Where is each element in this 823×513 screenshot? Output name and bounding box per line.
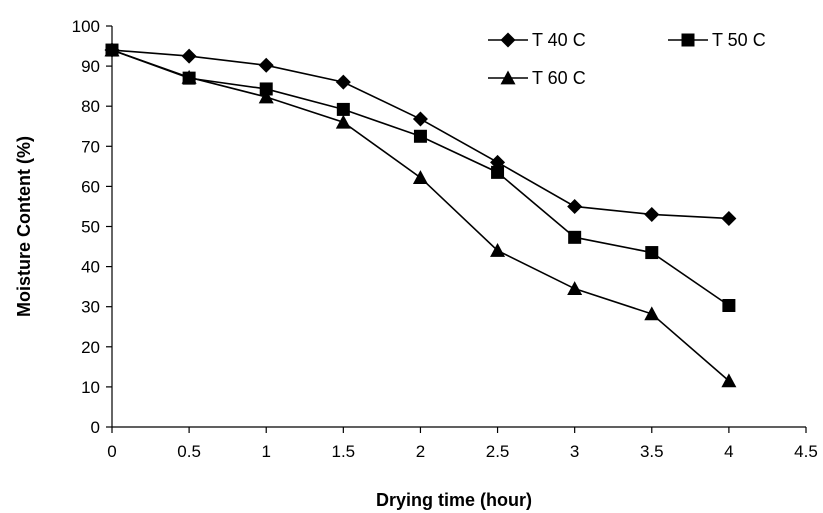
x-axis-title: Drying time (hour) — [376, 490, 532, 510]
y-tick-label: 80 — [81, 97, 100, 116]
data-point — [335, 114, 351, 129]
data-point — [104, 42, 120, 57]
y-tick-label: 20 — [81, 338, 100, 357]
data-point — [258, 89, 274, 104]
data-point — [336, 102, 350, 116]
legend-marker — [681, 33, 695, 47]
data-point — [645, 246, 659, 260]
series-line — [111, 49, 730, 382]
axes — [106, 25, 807, 433]
data-point — [259, 82, 273, 96]
y-tick-labels: 0 10 20 30 40 50 60 70 80 90 100 — [72, 17, 100, 437]
y-axis-title: Moisture Content (%) — [14, 136, 34, 317]
y-tick-label: 10 — [81, 378, 100, 397]
data-point — [181, 48, 197, 64]
legend-marker — [500, 70, 516, 85]
data-point — [413, 129, 427, 143]
data-point — [644, 206, 660, 222]
data-point — [335, 74, 351, 90]
legend-marker — [500, 32, 516, 48]
y-tick-label: 90 — [81, 57, 100, 76]
x-tick-label: 0 — [107, 442, 116, 461]
legend-item: T 40 C — [488, 30, 586, 50]
x-tick-label: 3 — [570, 442, 579, 461]
y-tick-label: 30 — [81, 298, 100, 317]
x-tick-label: 2 — [416, 442, 425, 461]
data-point — [412, 170, 428, 184]
data-point — [491, 165, 505, 179]
x-tick-label: 4.5 — [794, 442, 818, 461]
data-point — [644, 306, 660, 321]
y-tick-label: 40 — [81, 258, 100, 277]
x-tick-label: 3.5 — [640, 442, 664, 461]
data-point — [567, 198, 583, 214]
data-point — [568, 230, 582, 244]
x-tick-label: 2.5 — [486, 442, 510, 461]
x-tick-label: 4 — [724, 442, 733, 461]
data-point — [721, 373, 737, 388]
legend-label: T 50 C — [712, 30, 766, 50]
data-point — [721, 210, 737, 226]
series-layer — [104, 42, 737, 388]
legend-label: T 60 C — [532, 68, 586, 88]
data-point — [490, 243, 506, 257]
legend-item: T 60 C — [488, 68, 586, 88]
x-tick-label: 1.5 — [332, 442, 356, 461]
x-tick-label: 0.5 — [177, 442, 201, 461]
data-point — [722, 298, 736, 312]
y-tick-label: 50 — [81, 218, 100, 237]
series-2 — [104, 42, 737, 388]
x-tick-label: 1 — [261, 442, 270, 461]
data-point — [181, 69, 197, 84]
data-point — [567, 281, 583, 296]
y-tick-label: 100 — [72, 17, 100, 36]
legend-label: T 40 C — [532, 30, 586, 50]
legend-item: T 50 C — [668, 30, 766, 50]
x-tick-labels: 0 0.5 1 1.5 2 2.5 3 3.5 4 4.5 — [107, 442, 818, 461]
data-point — [258, 57, 274, 73]
y-tick-label: 0 — [91, 418, 100, 437]
y-tick-label: 60 — [81, 177, 100, 196]
legend: T 40 C T 50 C T 60 C — [488, 30, 766, 88]
data-point — [412, 111, 428, 127]
y-tick-label: 70 — [81, 137, 100, 156]
